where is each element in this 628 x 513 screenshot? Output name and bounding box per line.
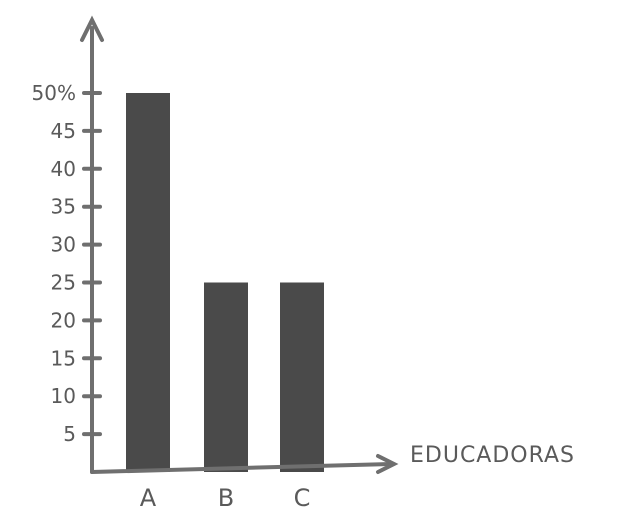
bars-layer (126, 93, 324, 472)
y-tick-label: 15 (51, 346, 76, 370)
y-tick-label: 45 (51, 119, 76, 143)
labels-layer: A B C (140, 484, 311, 512)
category-label-b: B (218, 484, 234, 512)
y-tick-label: 30 (51, 233, 76, 257)
x-axis-arrow-icon (376, 454, 399, 474)
category-label-c: C (294, 484, 311, 512)
y-tick-label: 40 (51, 157, 76, 181)
y-tick-label: 50% (32, 81, 76, 105)
y-axis-arrow-icon (80, 15, 104, 42)
bar-c (280, 282, 324, 472)
y-tick-label: 35 (51, 195, 76, 219)
y-tick-label: 10 (51, 384, 76, 408)
y-ticks-layer: 5 10 15 20 25 30 35 40 45 50% (32, 81, 102, 446)
y-tick-label: 5 (63, 422, 76, 446)
y-tick-label: 25 (51, 271, 76, 295)
category-label-a: A (140, 484, 157, 512)
bar-b (204, 282, 248, 472)
y-tick-label: 20 (51, 308, 76, 332)
x-axis-title: EDUCADORAS (410, 443, 575, 468)
x-axis-line (90, 462, 394, 474)
bar-a (126, 93, 170, 472)
